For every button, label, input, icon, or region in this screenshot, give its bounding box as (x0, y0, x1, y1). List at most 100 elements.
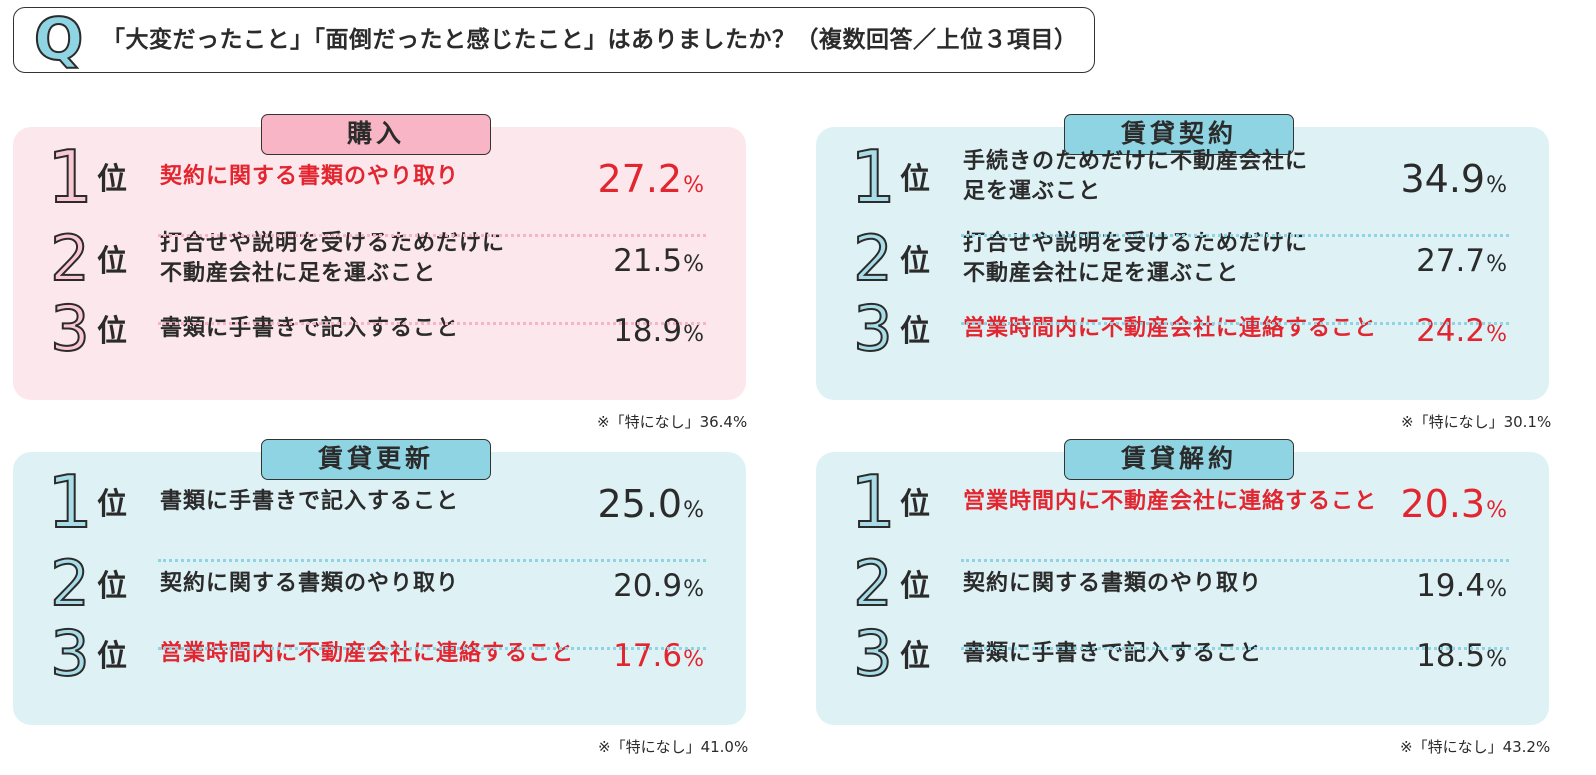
item-percentage: 21.5% (613, 229, 704, 289)
percent-sign: % (683, 647, 704, 672)
rank-suffix: 位 (97, 162, 127, 197)
panel-title: 賃貸更新 (261, 439, 491, 480)
item-percentage: 18.9% (613, 299, 704, 359)
percent-sign: % (1486, 498, 1507, 523)
panel-title: 購入 (261, 114, 491, 155)
panel-rental-renewal: 賃貸更新 1 位書類に手書きで記入すること 25.0% 2 位契約に関する書類のやり取り 2… (13, 439, 746, 725)
none-note: ※「特になし」30.1% (1401, 413, 1552, 431)
rank-row: 3 位 営業時間内に不動産会社に連絡すること 24.2% (816, 292, 1549, 365)
percentage-value: 20.3 (1400, 482, 1486, 526)
rank-suffix: 位 (97, 639, 127, 674)
percent-sign: % (683, 252, 704, 277)
percentage-value: 27.7 (1416, 243, 1486, 279)
rank-row: 2 位 契約に関する書類のやり取り 19.4% (816, 547, 1549, 620)
item-text: 契約に関する書類のやり取り (963, 571, 1263, 596)
percent-sign: % (683, 173, 704, 198)
dotted-divider (158, 559, 706, 562)
dotted-divider (961, 559, 1509, 562)
item-percentage: 20.9% (613, 554, 704, 614)
item-text: 営業時間内に不動産会社に連絡すること (963, 316, 1378, 341)
percent-sign: % (683, 498, 704, 523)
none-note: ※「特になし」43.2% (1400, 738, 1551, 756)
rank-row: 2 位打合せや説明を受けるためだけに 不動産会社に足を運ぶこと 21.5% (13, 227, 746, 291)
rank-number: 3 (852, 292, 893, 365)
dotted-divider (158, 322, 706, 325)
rank-number: 3 (852, 617, 893, 690)
item-percentage: 24.2% (1416, 299, 1507, 359)
panel-rental-cancellation: 賃貸解約 1 位営業時間内に不動産会社に連絡すること 20.3% 2 位契約に関する書類の… (816, 439, 1549, 725)
percentage-value: 19.4 (1416, 568, 1486, 604)
item-percentage: 17.6% (613, 624, 704, 684)
rank-suffix: 位 (900, 314, 930, 349)
percent-sign: % (1486, 647, 1507, 672)
rank-number: 3 (49, 292, 90, 365)
item-text: 打合せや説明を受けるためだけに 不動産会社に足を運ぶこと (160, 231, 506, 286)
item-text: 書類に手書きで記入すること (160, 316, 460, 341)
percentage-value: 27.2 (597, 157, 683, 201)
rank-number: 1 (46, 460, 94, 544)
rank-row: 3 位 書類に手書きで記入すること 18.5% (816, 617, 1549, 690)
question-box: Q 「大変だったこと」「面倒だったと感じたこと」はありましたか？（複数回答／上位… (13, 5, 1095, 73)
percentage-value: 17.6 (613, 638, 683, 674)
rank-row: 1 位 営業時間内に不動産会社に連絡すること 20.3% (816, 460, 1549, 544)
rank-suffix: 位 (97, 244, 127, 279)
rank-row: 3 位 書類に手書きで記入すること 18.9% (13, 292, 746, 365)
percentage-value: 24.2 (1416, 313, 1486, 349)
rank-number: 2 (49, 547, 90, 620)
percent-sign: % (1486, 252, 1507, 277)
rank-row: 1 位 書類に手書きで記入すること 25.0% (13, 460, 746, 544)
dotted-divider (961, 322, 1509, 325)
rank-suffix: 位 (900, 569, 930, 604)
item-percentage: 34.9% (1400, 147, 1507, 207)
rank-row: 1 位手続きのためだけに不動産会社に 足を運ぶこと 34.9% (816, 135, 1549, 219)
percentage-value: 34.9 (1400, 157, 1486, 201)
item-percentage: 27.7% (1416, 229, 1507, 289)
percent-sign: % (1486, 173, 1507, 198)
percentage-value: 25.0 (597, 482, 683, 526)
item-text: 書類に手書きで記入すること (160, 489, 460, 514)
question-text: 「大変だったこと」「面倒だったと感じたこと」はありましたか？（複数回答／上位３項… (102, 27, 1078, 53)
percentage-value: 18.5 (1416, 638, 1486, 674)
item-text: 書類に手書きで記入すること (963, 641, 1263, 666)
item-percentage: 20.3% (1400, 472, 1507, 532)
percent-sign: % (1486, 322, 1507, 347)
rank-number: 1 (849, 135, 897, 219)
rank-row: 3 位 営業時間内に不動産会社に連絡すること 17.6% (13, 617, 746, 690)
rank-row: 1 位 契約に関する書類のやり取り 27.2% (13, 135, 746, 219)
item-text: 営業時間内に不動産会社に連絡すること (160, 641, 575, 666)
rank-suffix: 位 (900, 244, 930, 279)
rank-row: 2 位打合せや説明を受けるためだけに 不動産会社に足を運ぶこと 27.7% (816, 222, 1549, 295)
item-text: 契約に関する書類のやり取り (160, 164, 460, 189)
item-text: 打合せや説明を受けるためだけに 不動産会社に足を運ぶこと (963, 231, 1309, 286)
percent-sign: % (683, 577, 704, 602)
rank-suffix: 位 (900, 639, 930, 674)
percentage-value: 21.5 (613, 243, 683, 279)
dotted-divider (961, 647, 1509, 650)
item-text: 契約に関する書類のやり取り (160, 571, 460, 596)
dotted-divider (158, 647, 706, 650)
rank-number: 2 (852, 547, 893, 620)
rank-suffix: 位 (900, 162, 930, 197)
rank-number: 1 (46, 135, 94, 219)
rank-row: 2 位 契約に関する書類のやり取り 20.9% (13, 547, 746, 620)
rank-suffix: 位 (900, 487, 930, 522)
dotted-divider (961, 234, 1509, 237)
q-icon: Q (33, 5, 84, 73)
rank-suffix: 位 (97, 314, 127, 349)
rank-number: 3 (49, 617, 90, 690)
rank-suffix: 位 (97, 487, 127, 522)
dotted-divider (158, 234, 706, 237)
item-text: 営業時間内に不動産会社に連絡すること (963, 489, 1378, 514)
item-percentage: 27.2% (597, 147, 704, 207)
percentage-value: 20.9 (613, 568, 683, 604)
item-percentage: 19.4% (1416, 554, 1507, 614)
panel-purchase: 購入 1 位契約に関する書類のやり取り 27.2% 2 位打合せや説明を受けるためだけに … (13, 114, 746, 400)
item-percentage: 25.0% (597, 472, 704, 532)
percentage-value: 18.9 (613, 313, 683, 349)
rank-number: 1 (849, 460, 897, 544)
percent-sign: % (1486, 577, 1507, 602)
panel-rental-contract: 賃貸契約 1 位手続きのためだけに不動産会社に 足を運ぶこと 34.9% 2 位打合せや説… (816, 114, 1549, 400)
rank-suffix: 位 (97, 569, 127, 604)
rank-number: 2 (852, 222, 893, 295)
item-text: 手続きのためだけに不動産会社に 足を運ぶこと (963, 149, 1309, 204)
